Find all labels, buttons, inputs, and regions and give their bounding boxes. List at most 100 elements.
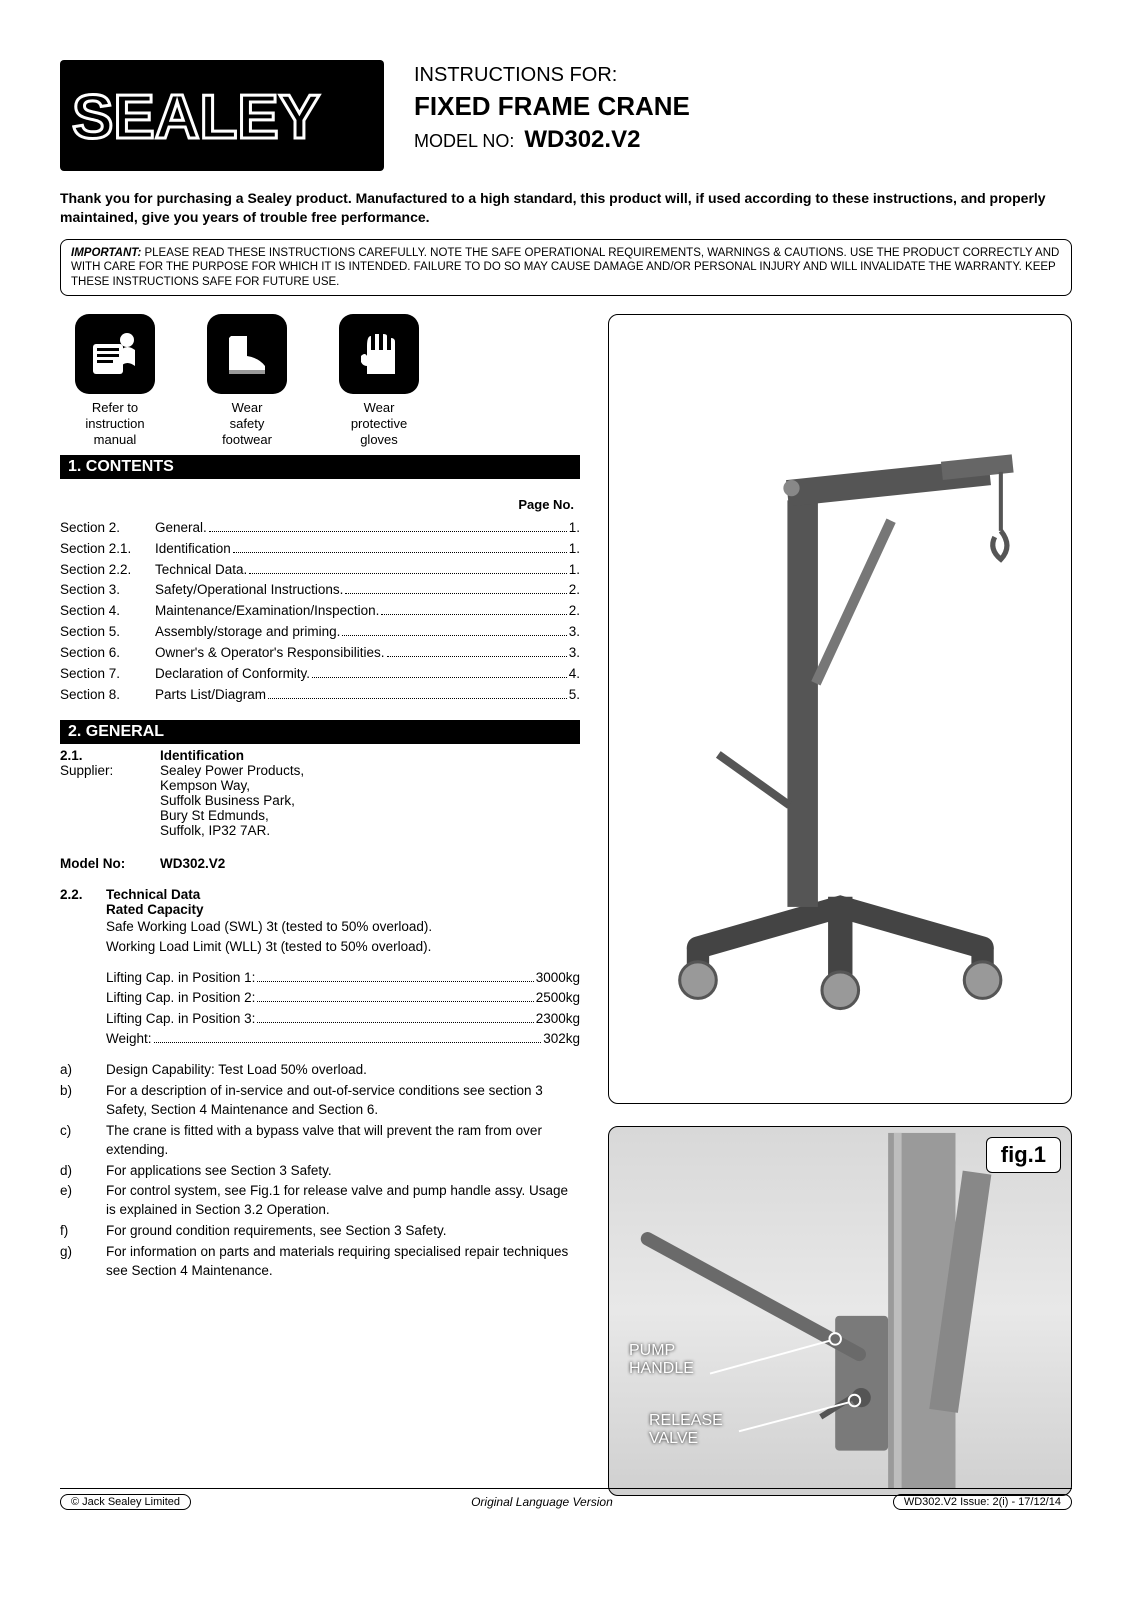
supplier-line: Suffolk, IP32 7AR. xyxy=(160,823,304,838)
safety-caption-line: footwear xyxy=(222,432,272,447)
footer-left: © Jack Sealey Limited xyxy=(60,1494,191,1510)
footer: © Jack Sealey Limited Original Language … xyxy=(60,1488,1072,1510)
supplier-label: Supplier: xyxy=(60,763,160,838)
capacity-value: 3000kg xyxy=(536,968,580,988)
supplier-line: Bury St Edmunds, xyxy=(160,808,304,823)
technical-num: 2.2. xyxy=(60,887,106,902)
toc-row: Section 8.Parts List/Diagram5. xyxy=(60,685,580,706)
note-row: f)For ground condition requirements, see… xyxy=(60,1222,580,1241)
toc-section: Section 6. xyxy=(60,643,155,664)
safety-icons-row: Refer to instruction manual Wear s xyxy=(60,314,580,449)
footer-center: Original Language Version xyxy=(471,1495,613,1509)
intro-paragraph: Thank you for purchasing a Sealey produc… xyxy=(60,189,1072,227)
boot-icon xyxy=(207,314,287,394)
section-bar-contents: 1. CONTENTS xyxy=(60,455,580,479)
left-column: Refer to instruction manual Wear s xyxy=(60,314,580,1496)
glove-icon xyxy=(339,314,419,394)
note-row: b)For a description of in-service and ou… xyxy=(60,1082,580,1120)
important-box: IMPORTANT: PLEASE READ THESE INSTRUCTION… xyxy=(60,239,1072,296)
wll-text: Working Load Limit (WLL) 3t (tested to 5… xyxy=(106,937,580,957)
identification-num: 2.1. xyxy=(60,748,160,763)
toc-title: Assembly/storage and priming.3. xyxy=(155,622,580,643)
supplier-line: Suffolk Business Park, xyxy=(160,793,304,808)
safety-caption-line: gloves xyxy=(360,432,398,447)
identification-header: 2.1. Identification xyxy=(60,748,580,763)
instructions-for-label: INSTRUCTIONS FOR: xyxy=(414,64,1072,87)
note-letter: a) xyxy=(60,1061,106,1080)
footer-right: WD302.V2 Issue: 2(i) - 17/12/14 xyxy=(893,1494,1072,1510)
title-block: INSTRUCTIONS FOR: FIXED FRAME CRANE MODE… xyxy=(414,60,1072,154)
safety-caption-line: instruction xyxy=(85,416,144,431)
capacity-row: Lifting Cap. in Position 1: 3000kg xyxy=(106,968,580,988)
note-letter: f) xyxy=(60,1222,106,1241)
note-letter: e) xyxy=(60,1182,106,1220)
note-text: For applications see Section 3 Safety. xyxy=(106,1162,580,1181)
model-no-value: WD302.V2 xyxy=(524,126,640,153)
safety-icon-gloves: Wear protective gloves xyxy=(324,314,434,449)
safety-caption-line: manual xyxy=(94,432,137,447)
technical-block: 2.2. Technical Data Rated Capacity Safe … xyxy=(60,887,580,1049)
figure-1: fig.1 xyxy=(608,1126,1072,1496)
right-column: fig.1 xyxy=(608,314,1072,1496)
brand-logo-text: SEALEY xyxy=(72,83,320,152)
callout-pump-handle: PUMPHANDLE xyxy=(629,1342,694,1379)
toc-title: Identification1. xyxy=(155,539,580,560)
manual-icon xyxy=(75,314,155,394)
capacity-table: Lifting Cap. in Position 1:3000kgLifting… xyxy=(106,968,580,1049)
note-letter: b) xyxy=(60,1082,106,1120)
note-text: For a description of in-service and out-… xyxy=(106,1082,580,1120)
toc-title: Safety/Operational Instructions.2. xyxy=(155,580,580,601)
supplier-line: Kempson Way, xyxy=(160,778,304,793)
capacity-value: 302kg xyxy=(543,1029,580,1049)
toc-section: Section 2. xyxy=(60,518,155,539)
toc-section: Section 5. xyxy=(60,622,155,643)
model-row-2: Model No: WD302.V2 xyxy=(60,856,580,871)
crane-illustration xyxy=(637,362,1044,1055)
toc-section: Section 2.1. xyxy=(60,539,155,560)
note-text: The crane is fitted with a bypass valve … xyxy=(106,1122,580,1160)
note-row: c)The crane is fitted with a bypass valv… xyxy=(60,1122,580,1160)
capacity-value: 2500kg xyxy=(536,988,580,1008)
toc-section: Section 7. xyxy=(60,664,155,685)
supplier-lines: Sealey Power Products,Kempson Way,Suffol… xyxy=(160,763,304,838)
toc-section: Section 3. xyxy=(60,580,155,601)
toc-row: Section 3.Safety/Operational Instruction… xyxy=(60,580,580,601)
product-image xyxy=(608,314,1072,1104)
callout-release-valve: RELEASEVALVE xyxy=(649,1412,723,1449)
model-no-label: MODEL NO: xyxy=(414,131,514,151)
toc-row: Section 2.General.1. xyxy=(60,518,580,539)
page-no-header: Page No. xyxy=(60,497,574,512)
note-letter: c) xyxy=(60,1122,106,1160)
toc-row: Section 2.2.Technical Data.1. xyxy=(60,560,580,581)
toc-title: Maintenance/Examination/Inspection.2. xyxy=(155,601,580,622)
brand-logo: SEALEY xyxy=(60,60,384,171)
toc-row: Section 2.1.Identification1. xyxy=(60,539,580,560)
important-text: PLEASE READ THESE INSTRUCTIONS CAREFULLY… xyxy=(71,247,1059,288)
supplier-row: Supplier: Sealey Power Products,Kempson … xyxy=(60,763,580,838)
toc-title: General.1. xyxy=(155,518,580,539)
note-text: For control system, see Fig.1 for releas… xyxy=(106,1182,580,1220)
capacity-label: Lifting Cap. in Position 3: xyxy=(106,1009,255,1029)
note-row: e)For control system, see Fig.1 for rele… xyxy=(60,1182,580,1220)
note-text: For ground condition requirements, see S… xyxy=(106,1222,580,1241)
safety-caption-line: Wear xyxy=(364,400,395,415)
note-letter: d) xyxy=(60,1162,106,1181)
capacity-label: Lifting Cap. in Position 1: xyxy=(106,968,255,988)
safety-icon-footwear: Wear safety footwear xyxy=(192,314,302,449)
capacity-row: Lifting Cap. in Position 2:2500kg xyxy=(106,988,580,1008)
safety-caption-line: safety xyxy=(230,416,265,431)
note-row: d)For applications see Section 3 Safety. xyxy=(60,1162,580,1181)
toc-list: Section 2.General.1.Section 2.1.Identifi… xyxy=(60,518,580,706)
note-letter: g) xyxy=(60,1243,106,1281)
rated-capacity-label: Rated Capacity xyxy=(106,902,580,917)
safety-caption-line: protective xyxy=(351,416,407,431)
supplier-line: Sealey Power Products, xyxy=(160,763,304,778)
product-name: FIXED FRAME CRANE xyxy=(414,91,1072,122)
toc-row: Section 4.Maintenance/Examination/Inspec… xyxy=(60,601,580,622)
important-label: IMPORTANT: xyxy=(71,247,141,259)
note-row: a)Design Capability: Test Load 50% overl… xyxy=(60,1061,580,1080)
model-value: WD302.V2 xyxy=(160,856,225,871)
toc-section: Section 4. xyxy=(60,601,155,622)
technical-title: Technical Data xyxy=(106,887,200,902)
notes-list: a)Design Capability: Test Load 50% overl… xyxy=(60,1061,580,1281)
